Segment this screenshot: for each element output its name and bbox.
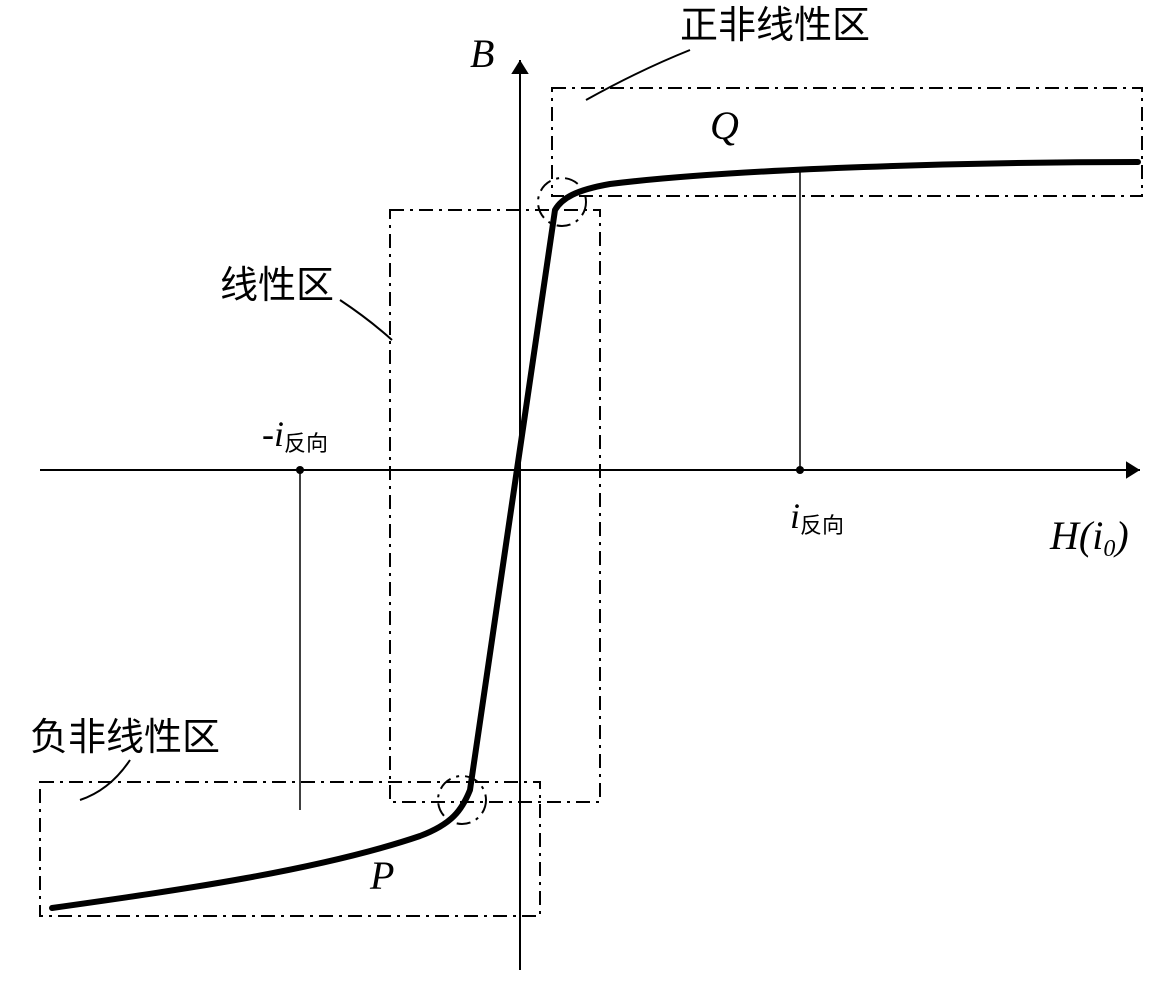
- label-pos-nonlinear: 正非线性区: [680, 5, 870, 47]
- label-neg-nonlinear: 负非线性区: [30, 717, 220, 759]
- label-linear: 线性区: [220, 265, 334, 307]
- label-q: Q: [710, 103, 739, 148]
- label-p: P: [369, 853, 394, 898]
- tick-i-reverse-neg: [296, 466, 304, 474]
- tick-i-reverse-pos: [796, 466, 804, 474]
- bh-curve-diagram: BH(i0)i反向-i反向QP正非线性区线性区负非线性区: [0, 0, 1172, 997]
- axis-label-h: H(i0): [1049, 513, 1129, 561]
- background: [0, 0, 1172, 997]
- axis-label-b: B: [470, 31, 494, 76]
